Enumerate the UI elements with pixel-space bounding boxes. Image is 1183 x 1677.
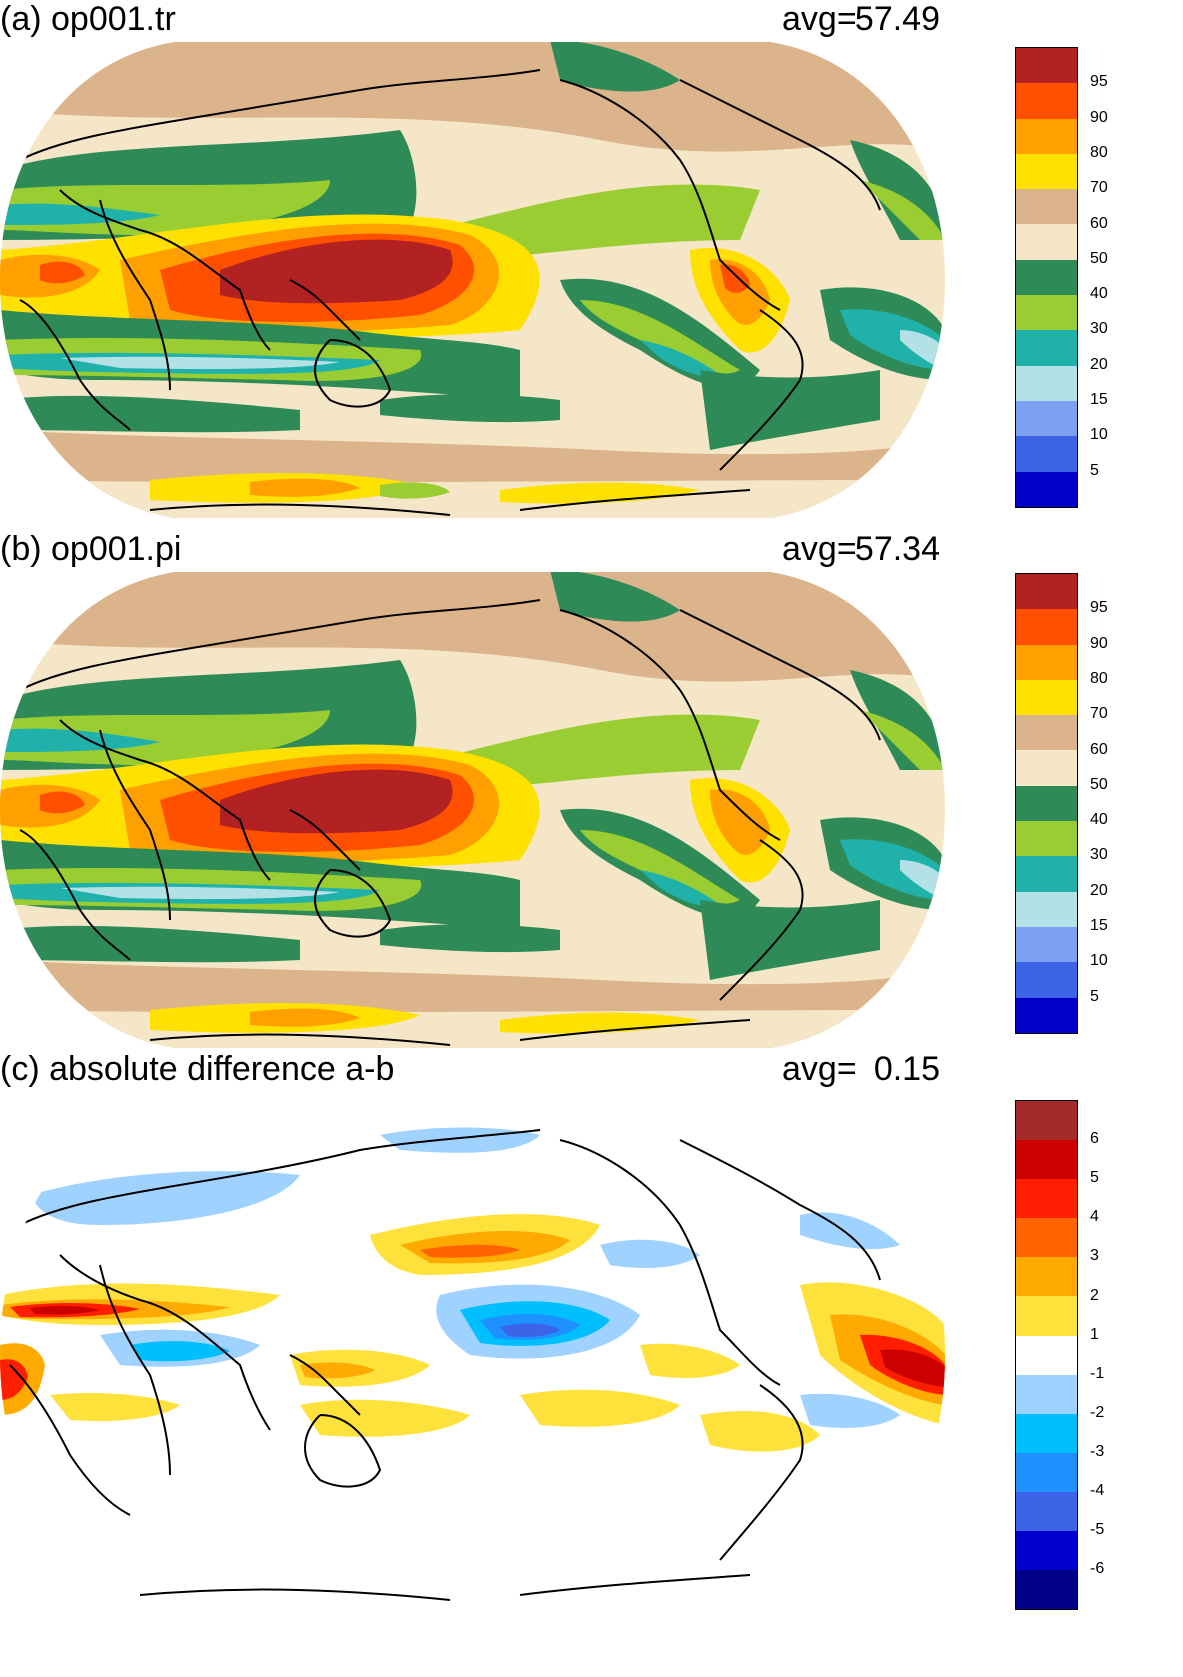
colorbar-tick-label: -5 <box>1090 1521 1105 1539</box>
colorbar-tick-label: 15 <box>1090 917 1108 934</box>
colorbar-swatch <box>1016 997 1077 1033</box>
colorbar-swatch <box>1016 330 1077 366</box>
colorbar-tick-label: 30 <box>1090 846 1108 864</box>
panel-c-title: (c) absolute difference a-b <box>0 1050 395 1088</box>
colorbar-tick-label: 60 <box>1090 214 1108 232</box>
colorbar-swatch <box>1016 644 1077 680</box>
colorbar-swatch <box>1016 1257 1077 1297</box>
colorbar-tick-label: 80 <box>1090 143 1108 161</box>
panel-b-map <box>0 572 945 1048</box>
colorbar-swatch <box>1016 365 1077 401</box>
colorbar-tick-label: 60 <box>1090 740 1108 758</box>
colorbar-swatch <box>1016 1296 1077 1336</box>
colorbar-swatch <box>1016 259 1077 296</box>
colorbar-swatch <box>1016 962 1077 998</box>
panel-c-avg-label: avg= <box>782 1050 857 1088</box>
panel-c-map <box>0 1097 945 1613</box>
colorbar-swatch <box>1016 679 1077 716</box>
colorbar-tick-label: 5 <box>1090 1169 1099 1187</box>
colorbar-tick-label: 40 <box>1090 811 1108 829</box>
colorbar-swatch <box>1016 750 1077 786</box>
colorbar-tick-label: 70 <box>1090 705 1108 723</box>
colorbar-swatch <box>1016 856 1077 892</box>
panel-b-title: (b) op001.pi <box>0 530 182 568</box>
colorbar-tick-label: 15 <box>1090 391 1108 408</box>
colorbar-tick-label: 90 <box>1090 108 1108 126</box>
colorbar-tick-label: 2 <box>1090 1286 1099 1304</box>
colorbar-swatch <box>1016 189 1077 225</box>
colorbar-swatch <box>1016 1179 1077 1219</box>
colorbar-swatch <box>1016 1218 1077 1258</box>
colorbar-swatch <box>1016 609 1077 645</box>
colorbar-swatch <box>1016 1491 1077 1532</box>
colorbar-tick-label: 95 <box>1090 73 1108 91</box>
colorbar-swatch <box>1016 1335 1077 1375</box>
colorbar-swatch <box>1016 574 1077 610</box>
colorbar-swatch <box>1016 83 1077 119</box>
panel-a-title: (a) op001.tr <box>0 0 176 38</box>
colorbar-swatch <box>1016 715 1077 751</box>
panel-c-avg-value: 0.15 <box>873 1050 940 1088</box>
colorbar-tick-label: 5 <box>1090 987 1099 1005</box>
colorbar-swatch <box>1016 821 1077 857</box>
colorbar-tick-label: 30 <box>1090 320 1108 338</box>
colorbar-tick-label: -3 <box>1090 1442 1105 1460</box>
panel-b: (b) op001.pi avg= 57.34 <box>0 530 1183 1060</box>
colorbar-swatch <box>1016 1374 1077 1414</box>
colorbar-tick-label: 95 <box>1090 599 1108 617</box>
panel-c: (c) absolute difference a-b avg= 0.15 <box>0 1050 1183 1677</box>
colorbar-swatch <box>1016 785 1077 822</box>
colorbar-swatch <box>1016 436 1077 472</box>
panel-b-colorbar <box>1015 573 1078 1034</box>
panel-a-avg-value: 57.49 <box>854 0 940 38</box>
panel-b-avg-value: 57.34 <box>854 530 940 568</box>
colorbar-swatch <box>1016 926 1077 963</box>
colorbar-tick-label: 20 <box>1090 881 1108 899</box>
colorbar-tick-label: 3 <box>1090 1247 1099 1265</box>
colorbar-swatch <box>1016 1140 1077 1180</box>
panel-c-colorbar <box>1015 1100 1078 1610</box>
colorbar-swatch <box>1016 1101 1077 1141</box>
colorbar-swatch <box>1016 1452 1077 1492</box>
colorbar-swatch <box>1016 1531 1077 1571</box>
colorbar-tick-label: 40 <box>1090 285 1108 303</box>
colorbar-swatch <box>1016 1413 1077 1453</box>
colorbar-swatch <box>1016 891 1077 927</box>
colorbar-tick-label: 70 <box>1090 179 1108 197</box>
colorbar-tick-label: -2 <box>1090 1403 1105 1421</box>
colorbar-swatch <box>1016 48 1077 84</box>
panel-a: (a) op001.tr avg= 57.49 <box>0 0 1183 530</box>
panel-a-colorbar <box>1015 47 1078 508</box>
colorbar-tick-label: 5 <box>1090 461 1099 479</box>
colorbar-swatch <box>1016 224 1077 260</box>
colorbar-tick-label: -4 <box>1090 1482 1105 1499</box>
colorbar-swatch <box>1016 153 1077 190</box>
panel-a-avg-label: avg= <box>782 0 857 38</box>
colorbar-swatch <box>1016 295 1077 331</box>
colorbar-tick-label: 80 <box>1090 669 1108 687</box>
colorbar-tick-label: 50 <box>1090 775 1108 793</box>
colorbar-tick-label: 10 <box>1090 952 1108 970</box>
colorbar-tick-label: 50 <box>1090 249 1108 267</box>
colorbar-tick-label: 10 <box>1090 426 1108 444</box>
panel-a-map <box>0 42 945 518</box>
colorbar-swatch <box>1016 1570 1077 1610</box>
colorbar-swatch <box>1016 118 1077 154</box>
colorbar-tick-label: 1 <box>1090 1325 1099 1343</box>
colorbar-tick-label: 6 <box>1090 1130 1099 1148</box>
panel-b-avg-label: avg= <box>782 530 857 568</box>
colorbar-tick-label: 20 <box>1090 355 1108 373</box>
colorbar-tick-label: 90 <box>1090 634 1108 652</box>
colorbar-tick-label: -6 <box>1090 1560 1105 1578</box>
colorbar-tick-label: 4 <box>1090 1208 1099 1226</box>
colorbar-swatch <box>1016 400 1077 437</box>
colorbar-tick-label: -1 <box>1090 1364 1105 1382</box>
colorbar-swatch <box>1016 471 1077 507</box>
